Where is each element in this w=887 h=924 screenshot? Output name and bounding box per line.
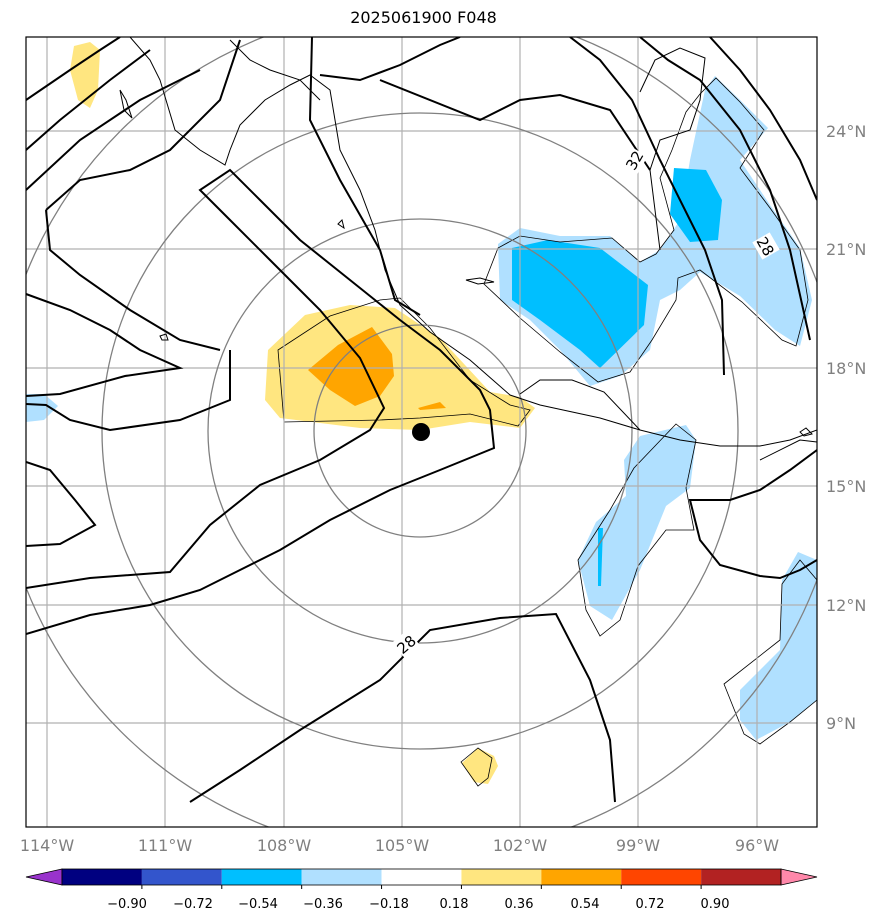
contour-label-28-south: 28 <box>394 632 420 658</box>
colorbar-tick-label: −0.90 <box>107 897 147 912</box>
north-positive-anomaly <box>70 42 100 108</box>
south-positive-anomaly <box>462 748 498 784</box>
colorbar-cells <box>25 868 818 889</box>
lat-tick-label: 18°N <box>826 359 866 378</box>
negative-anomaly-region-s <box>740 552 817 740</box>
colorbar-tick-label: 0.18 <box>440 897 469 912</box>
map-frame <box>25 36 818 828</box>
colorbar-cell <box>381 869 462 885</box>
contours <box>26 37 817 803</box>
lon-tick-label: 102°W <box>493 836 548 855</box>
lon-tick-label: 114°W <box>20 836 75 855</box>
colorbar-cell <box>221 869 302 885</box>
colorbar-tick-label: 0.90 <box>701 897 730 912</box>
colorbar-tick-label: −0.72 <box>173 897 213 912</box>
colorbar-cell <box>541 869 622 885</box>
colorbar-tick-label: 0.72 <box>636 897 665 912</box>
colorbar-tick-label: −0.36 <box>303 897 343 912</box>
lat-tick-label: 12°N <box>826 596 866 615</box>
colorbar-tick-label: −0.54 <box>238 897 278 912</box>
lat-tick-label: 15°N <box>826 477 866 496</box>
small-positive-anomaly <box>418 402 446 410</box>
anomaly-outlines <box>277 77 817 787</box>
lat-tick-label: 21°N <box>826 240 866 259</box>
colorbar-labels: −0.90 −0.72 −0.54 −0.36 −0.18 0.18 0.36 … <box>107 897 729 912</box>
colorbar-tick-label: 0.54 <box>571 897 600 912</box>
map-title: 2025061900 F048 <box>350 8 497 27</box>
colorbar-extend-max <box>780 868 818 886</box>
lat-tick-label: 9°N <box>826 714 856 733</box>
strong-negative-anomaly-region <box>512 240 648 368</box>
colorbar: −0.90 −0.72 −0.54 −0.36 −0.18 0.18 0.36 … <box>25 868 818 912</box>
gridlines <box>26 37 817 827</box>
map-panel: 32 28 28 <box>26 37 817 827</box>
strong-negative-anomaly-ne <box>670 168 722 242</box>
range-rings <box>26 37 817 827</box>
colorbar-cell <box>141 869 222 885</box>
colorbar-tick-label: −0.18 <box>369 897 409 912</box>
colorbar-extend-min <box>25 868 63 886</box>
contour-label-32: 32 <box>622 148 647 174</box>
lon-tick-labels: 114°W 111°W 108°W 105°W 102°W 99°W 96°W <box>20 836 779 855</box>
lon-tick-label: 108°W <box>257 836 312 855</box>
colorbar-cell <box>701 869 781 885</box>
negative-anomaly-region-se <box>578 425 696 620</box>
lon-tick-label: 105°W <box>375 836 430 855</box>
storm-center-marker <box>412 423 430 441</box>
colorbar-cell <box>461 869 542 885</box>
colorbar-cell <box>621 869 702 885</box>
colorbar-frame <box>61 868 782 886</box>
lon-tick-label: 111°W <box>138 836 193 855</box>
anomaly-fill <box>26 42 817 784</box>
lon-tick-label: 99°W <box>616 836 660 855</box>
lat-tick-labels: 24°N 21°N 18°N 15°N 12°N 9°N <box>826 122 866 733</box>
lat-tick-label: 24°N <box>826 122 866 141</box>
colorbar-tick-label: 0.36 <box>505 897 534 912</box>
lon-tick-label: 96°W <box>735 836 779 855</box>
thin-negative-anomaly <box>598 528 603 586</box>
negative-anomaly-region-w <box>26 394 58 422</box>
colorbar-cell <box>301 869 382 885</box>
colorbar-cell <box>62 869 142 885</box>
